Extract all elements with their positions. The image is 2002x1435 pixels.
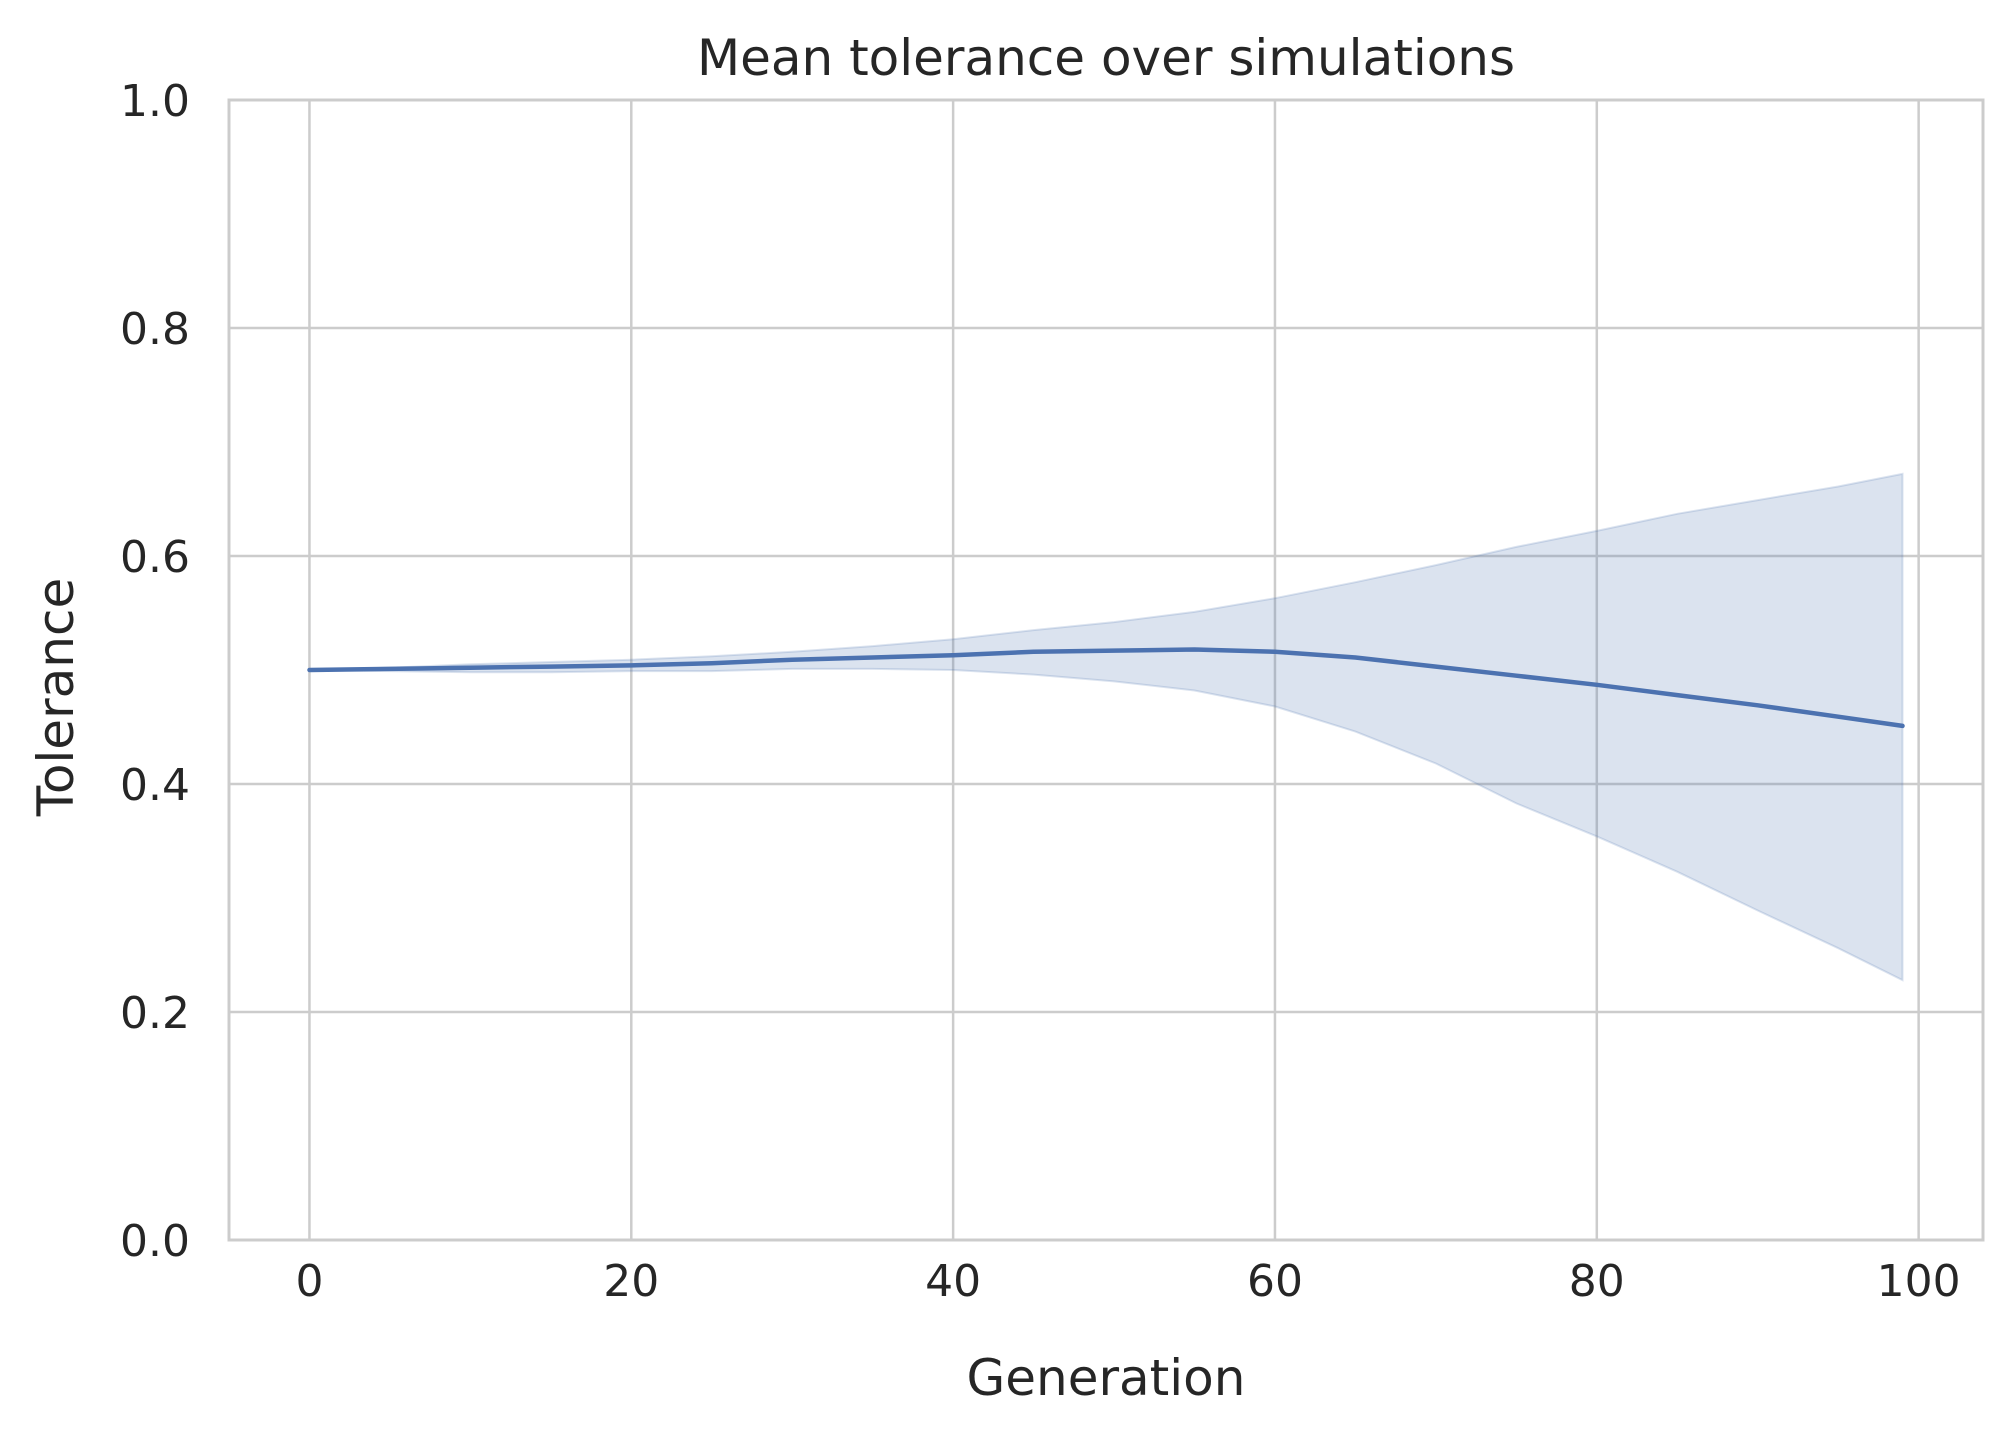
x-tick-labels: 0 20 40 60 80 100 bbox=[295, 1256, 1960, 1307]
chart-title: Mean tolerance over simulations bbox=[697, 29, 1515, 87]
x-axis-label: Generation bbox=[967, 1349, 1246, 1407]
y-tick-label: 1.0 bbox=[120, 76, 190, 127]
y-tick-label: 0.4 bbox=[120, 760, 190, 811]
axes-frame bbox=[227, 98, 1985, 1242]
x-tick-label: 80 bbox=[1569, 1256, 1625, 1307]
x-tick-label: 0 bbox=[295, 1256, 323, 1307]
grid bbox=[229, 98, 1983, 1242]
y-tick-label: 0.8 bbox=[120, 304, 190, 355]
y-axis-label: Tolerance bbox=[27, 578, 85, 817]
x-tick-label: 20 bbox=[603, 1256, 659, 1307]
x-tick-label: 60 bbox=[1247, 1256, 1303, 1307]
y-tick-label: 0.0 bbox=[120, 1216, 190, 1267]
x-tick-label: 100 bbox=[1877, 1256, 1961, 1307]
axes-spines bbox=[227, 98, 1985, 1242]
mean-line bbox=[307, 647, 1905, 729]
mean-line-layer bbox=[307, 647, 1905, 729]
y-tick-label: 0.6 bbox=[120, 532, 190, 583]
y-tick-labels: 0.0 0.2 0.4 0.6 0.8 1.0 bbox=[120, 76, 190, 1267]
y-tick-label: 0.2 bbox=[120, 988, 190, 1039]
x-tick-label: 40 bbox=[925, 1256, 981, 1307]
